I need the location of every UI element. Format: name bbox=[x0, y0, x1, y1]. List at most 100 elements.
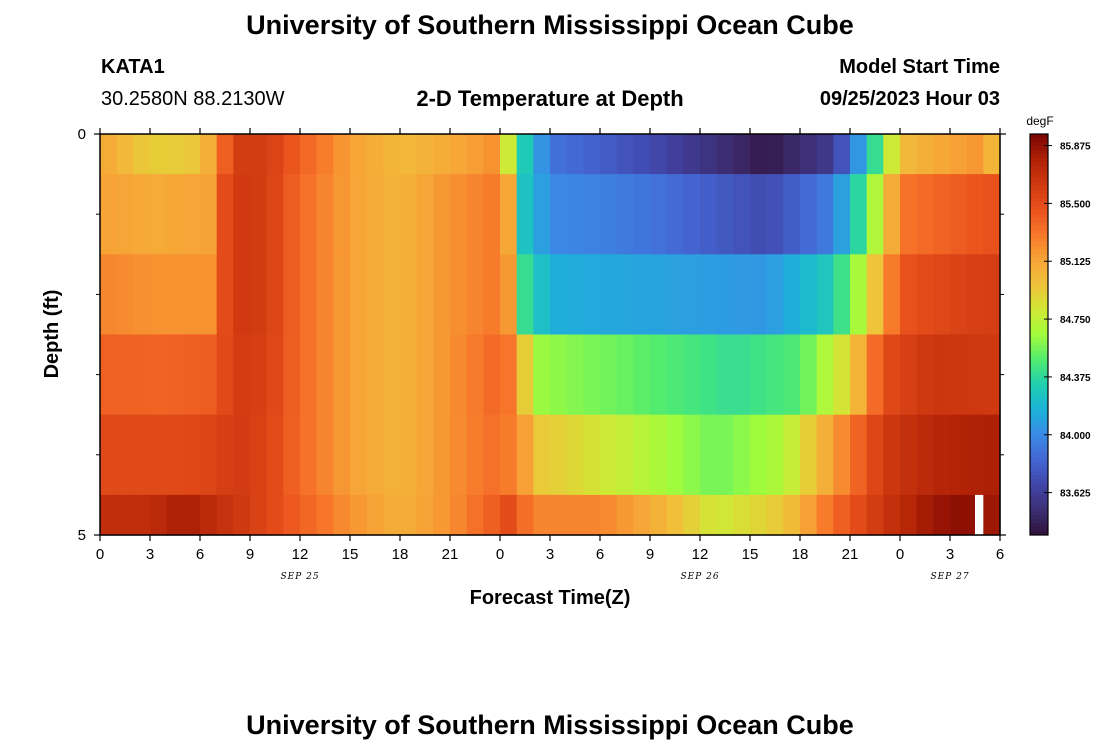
heatmap-cell bbox=[833, 414, 851, 496]
heatmap-cell bbox=[433, 254, 451, 336]
heatmap-cell bbox=[533, 414, 551, 496]
heatmap-cell bbox=[300, 254, 318, 336]
y-tick-label: 5 bbox=[78, 527, 86, 544]
heatmap-cell bbox=[583, 254, 601, 336]
heatmap-cell bbox=[750, 174, 768, 255]
colorbar-segment bbox=[1030, 470, 1048, 476]
colorbar-segment bbox=[1030, 198, 1048, 203]
heatmap-cell bbox=[633, 414, 651, 496]
heatmap-cell bbox=[866, 254, 884, 336]
colorbar-segment bbox=[1030, 282, 1048, 287]
heatmap-cell bbox=[950, 494, 968, 536]
model-start-time: 09/25/2023 Hour 03 bbox=[819, 88, 1000, 110]
heatmap-cell bbox=[450, 134, 468, 175]
heatmap-cell bbox=[116, 134, 134, 175]
heatmap-cell bbox=[933, 494, 951, 536]
heatmap-cell bbox=[750, 414, 768, 496]
heatmap-cell bbox=[633, 174, 651, 255]
colorbar-segment bbox=[1030, 230, 1048, 235]
colorbar-segment bbox=[1030, 158, 1048, 163]
heatmap-cell bbox=[400, 134, 418, 175]
colorbar-segment bbox=[1030, 390, 1048, 396]
heatmap-cell bbox=[933, 334, 951, 416]
colorbar-segment bbox=[1030, 298, 1048, 303]
heatmap-cell bbox=[966, 174, 984, 255]
heatmap-cell bbox=[166, 134, 184, 175]
heatmap-cell bbox=[900, 414, 918, 496]
colorbar-segment bbox=[1030, 438, 1048, 444]
colorbar-segment bbox=[1030, 274, 1048, 279]
heatmap-cell bbox=[850, 334, 868, 416]
heatmap-cell bbox=[783, 494, 801, 536]
heatmap-cell bbox=[266, 174, 284, 255]
heatmap-cell bbox=[816, 494, 834, 536]
heatmap-cell bbox=[866, 414, 884, 496]
heatmap-cell bbox=[750, 254, 768, 336]
heatmap-cell bbox=[133, 334, 151, 416]
heatmap-cell bbox=[616, 174, 634, 255]
heatmap-cell bbox=[933, 414, 951, 496]
heatmap-cell bbox=[516, 134, 534, 175]
heatmap-cell bbox=[983, 414, 1001, 496]
colorbar-segment bbox=[1030, 406, 1048, 412]
heatmap-cell bbox=[683, 414, 701, 496]
heatmap-cell bbox=[783, 254, 801, 336]
colorbar-segment bbox=[1030, 498, 1048, 504]
heatmap-cell bbox=[900, 494, 918, 536]
heatmap-cell bbox=[983, 254, 1001, 336]
heatmap-cell bbox=[833, 334, 851, 416]
heatmap-cell bbox=[650, 334, 668, 416]
heatmap-cell bbox=[166, 414, 184, 496]
colorbar-segment bbox=[1030, 394, 1048, 400]
heatmap-cell bbox=[833, 494, 851, 536]
heatmap-cell bbox=[183, 134, 201, 175]
colorbar-segment bbox=[1030, 370, 1048, 376]
heatmap-cell bbox=[366, 414, 384, 496]
heatmap-cell bbox=[666, 174, 684, 255]
heatmap-cell bbox=[100, 134, 118, 175]
heatmap-cell bbox=[866, 334, 884, 416]
heatmap-cell bbox=[483, 494, 501, 536]
heatmap-cell bbox=[150, 134, 168, 175]
heatmap-cell bbox=[683, 334, 701, 416]
colorbar-segment bbox=[1030, 190, 1048, 195]
heatmap-cell bbox=[266, 134, 284, 175]
colorbar-segment bbox=[1030, 266, 1048, 271]
colorbar-segment bbox=[1030, 186, 1048, 191]
heatmap-cell bbox=[500, 334, 518, 416]
heatmap-cell bbox=[316, 134, 334, 175]
heatmap-cell bbox=[900, 334, 918, 416]
heatmap-cell bbox=[883, 254, 901, 336]
heatmap-cell bbox=[866, 494, 884, 536]
heatmap-cell bbox=[350, 174, 368, 255]
heatmap-cell bbox=[416, 174, 434, 255]
x-tick-label: 0 bbox=[496, 546, 504, 563]
colorbar-unit: degF bbox=[1026, 114, 1053, 128]
heatmap-cell bbox=[400, 174, 418, 255]
heatmap-cell bbox=[616, 494, 634, 536]
heatmap-cell bbox=[716, 134, 734, 175]
heatmap-cell bbox=[566, 254, 584, 336]
heatmap-cell bbox=[233, 494, 251, 536]
heatmap-cell bbox=[166, 334, 184, 416]
heatmap-cell bbox=[316, 174, 334, 255]
colorbar-tick-label: 84.000 bbox=[1060, 431, 1091, 442]
heatmap-cell bbox=[333, 414, 351, 496]
x-tick-label: 9 bbox=[646, 546, 654, 563]
colorbar-segment bbox=[1030, 178, 1048, 183]
heatmap-cell bbox=[650, 174, 668, 255]
heatmap-cell bbox=[500, 414, 518, 496]
colorbar-segment bbox=[1030, 378, 1048, 384]
footer-title: University of Southern Mississippi Ocean… bbox=[246, 710, 854, 740]
heatmap-cell bbox=[266, 494, 284, 536]
colorbar-segment bbox=[1030, 458, 1048, 464]
colorbar-segment bbox=[1030, 214, 1048, 219]
heatmap-cell bbox=[450, 174, 468, 255]
heatmap-cell bbox=[933, 254, 951, 336]
colorbar-segment bbox=[1030, 522, 1048, 528]
colorbar-segment bbox=[1030, 506, 1048, 512]
heatmap-cell bbox=[616, 414, 634, 496]
heatmap-cell bbox=[550, 494, 568, 536]
heatmap-cell bbox=[383, 414, 401, 496]
heatmap-cell bbox=[266, 334, 284, 416]
